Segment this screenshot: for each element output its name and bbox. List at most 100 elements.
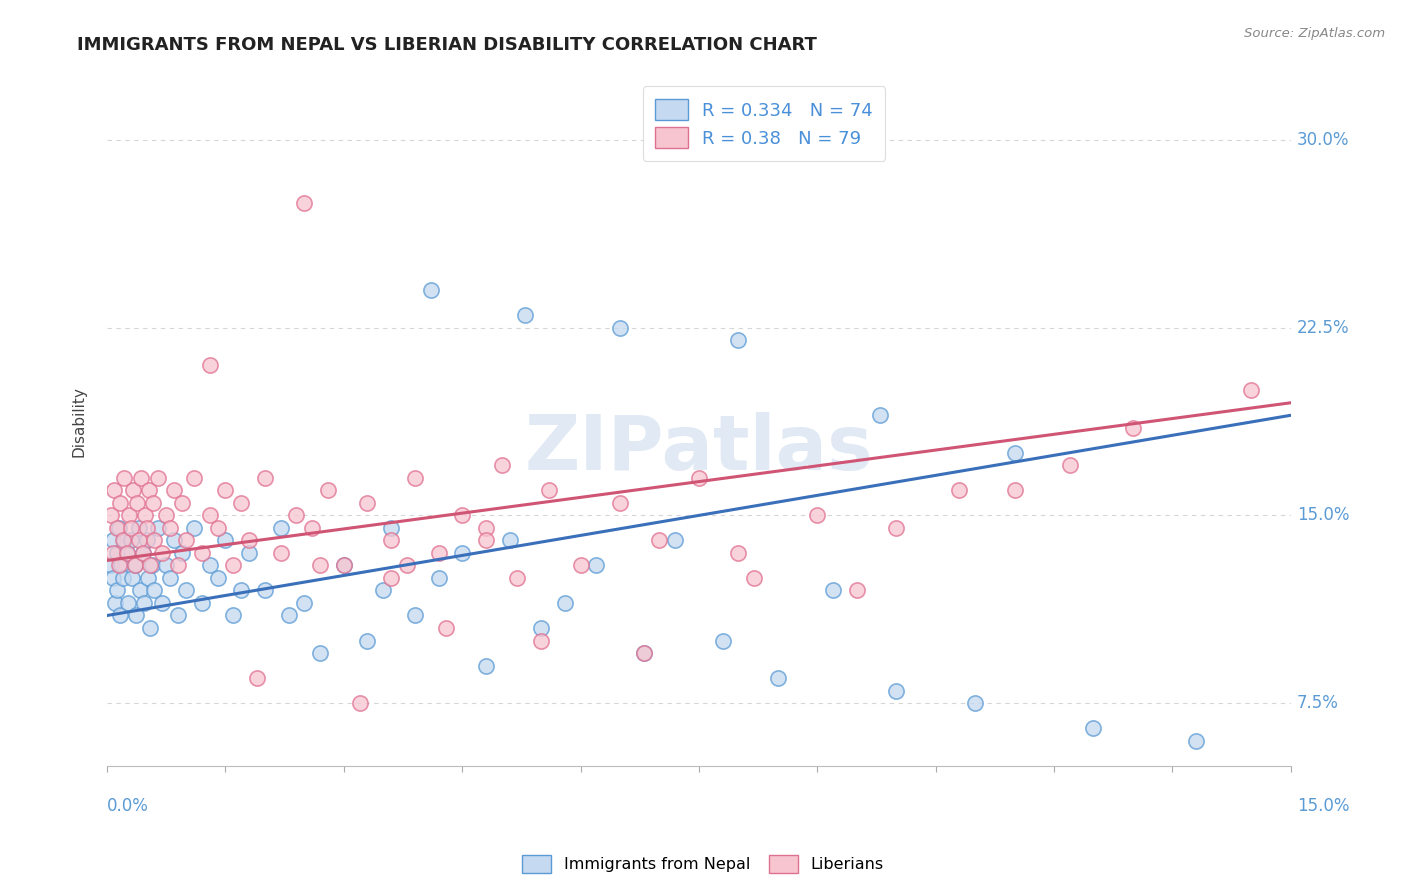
Point bbox=[115, 546, 138, 560]
Point bbox=[131, 546, 153, 560]
Point bbox=[884, 521, 907, 535]
Point bbox=[134, 596, 156, 610]
Point bbox=[110, 558, 132, 573]
Point bbox=[1004, 446, 1026, 460]
Point bbox=[150, 596, 173, 610]
Point bbox=[515, 308, 537, 322]
Point bbox=[292, 596, 315, 610]
Point bbox=[191, 546, 214, 560]
Point bbox=[451, 508, 474, 523]
Point bbox=[404, 608, 426, 623]
Point bbox=[766, 671, 789, 685]
Point bbox=[120, 521, 142, 535]
Point bbox=[823, 583, 845, 598]
Point bbox=[869, 409, 891, 423]
Point bbox=[120, 533, 142, 548]
Point bbox=[475, 533, 498, 548]
Point bbox=[191, 596, 214, 610]
Point bbox=[150, 546, 173, 560]
Legend: R = 0.334   N = 74, R = 0.38   N = 79: R = 0.334 N = 74, R = 0.38 N = 79 bbox=[643, 87, 886, 161]
Point bbox=[125, 608, 148, 623]
Point bbox=[395, 558, 418, 573]
Point bbox=[530, 633, 553, 648]
Point bbox=[884, 683, 907, 698]
Text: 7.5%: 7.5% bbox=[1296, 694, 1339, 712]
Point bbox=[131, 546, 153, 560]
Point bbox=[136, 571, 159, 585]
Point bbox=[373, 583, 395, 598]
Point bbox=[277, 608, 299, 623]
Point bbox=[183, 471, 205, 485]
Point bbox=[742, 571, 765, 585]
Point bbox=[222, 558, 245, 573]
Point bbox=[356, 496, 378, 510]
Point bbox=[585, 558, 607, 573]
Point bbox=[554, 596, 576, 610]
Point bbox=[122, 483, 145, 498]
Point bbox=[231, 583, 253, 598]
Point bbox=[222, 608, 245, 623]
Text: IMMIGRANTS FROM NEPAL VS LIBERIAN DISABILITY CORRELATION CHART: IMMIGRANTS FROM NEPAL VS LIBERIAN DISABI… bbox=[77, 36, 817, 54]
Point bbox=[207, 571, 229, 585]
Point bbox=[633, 646, 655, 660]
Point bbox=[108, 521, 131, 535]
Point bbox=[159, 521, 181, 535]
Point bbox=[108, 558, 131, 573]
Point bbox=[427, 546, 450, 560]
Point bbox=[292, 195, 315, 210]
Point bbox=[427, 571, 450, 585]
Point bbox=[111, 533, 134, 548]
Point bbox=[198, 558, 221, 573]
Text: 22.5%: 22.5% bbox=[1296, 318, 1350, 336]
Point bbox=[380, 571, 402, 585]
Point bbox=[142, 496, 165, 510]
Point bbox=[231, 496, 253, 510]
Point bbox=[498, 533, 520, 548]
Point bbox=[129, 583, 152, 598]
Point bbox=[349, 696, 371, 710]
Point bbox=[238, 533, 260, 548]
Legend: Immigrants from Nepal, Liberians: Immigrants from Nepal, Liberians bbox=[516, 848, 890, 880]
Point bbox=[727, 546, 749, 560]
Point bbox=[1083, 721, 1105, 735]
Point bbox=[506, 571, 529, 585]
Point bbox=[633, 646, 655, 660]
Point bbox=[246, 671, 269, 685]
Point bbox=[198, 508, 221, 523]
Text: 0.0%: 0.0% bbox=[107, 797, 149, 814]
Point bbox=[198, 358, 221, 372]
Point bbox=[183, 521, 205, 535]
Point bbox=[434, 621, 457, 635]
Point bbox=[537, 483, 560, 498]
Point bbox=[404, 471, 426, 485]
Point bbox=[648, 533, 671, 548]
Point bbox=[128, 533, 150, 548]
Point bbox=[174, 583, 197, 598]
Point bbox=[114, 533, 136, 548]
Point bbox=[124, 558, 146, 573]
Point bbox=[139, 621, 162, 635]
Point bbox=[143, 583, 166, 598]
Point bbox=[419, 283, 441, 297]
Point bbox=[270, 521, 292, 535]
Point bbox=[609, 496, 631, 510]
Point bbox=[111, 571, 134, 585]
Point bbox=[103, 533, 125, 548]
Point bbox=[110, 496, 132, 510]
Point bbox=[380, 521, 402, 535]
Point bbox=[1004, 483, 1026, 498]
Y-axis label: Disability: Disability bbox=[72, 386, 86, 457]
Point bbox=[214, 533, 236, 548]
Point bbox=[664, 533, 686, 548]
Text: 15.0%: 15.0% bbox=[1296, 797, 1350, 814]
Point bbox=[129, 471, 152, 485]
Point bbox=[333, 558, 356, 573]
Point bbox=[1185, 733, 1208, 747]
Point bbox=[569, 558, 592, 573]
Point bbox=[141, 558, 163, 573]
Point bbox=[333, 558, 356, 573]
Point bbox=[948, 483, 970, 498]
Point bbox=[155, 558, 177, 573]
Point bbox=[170, 496, 193, 510]
Point bbox=[965, 696, 987, 710]
